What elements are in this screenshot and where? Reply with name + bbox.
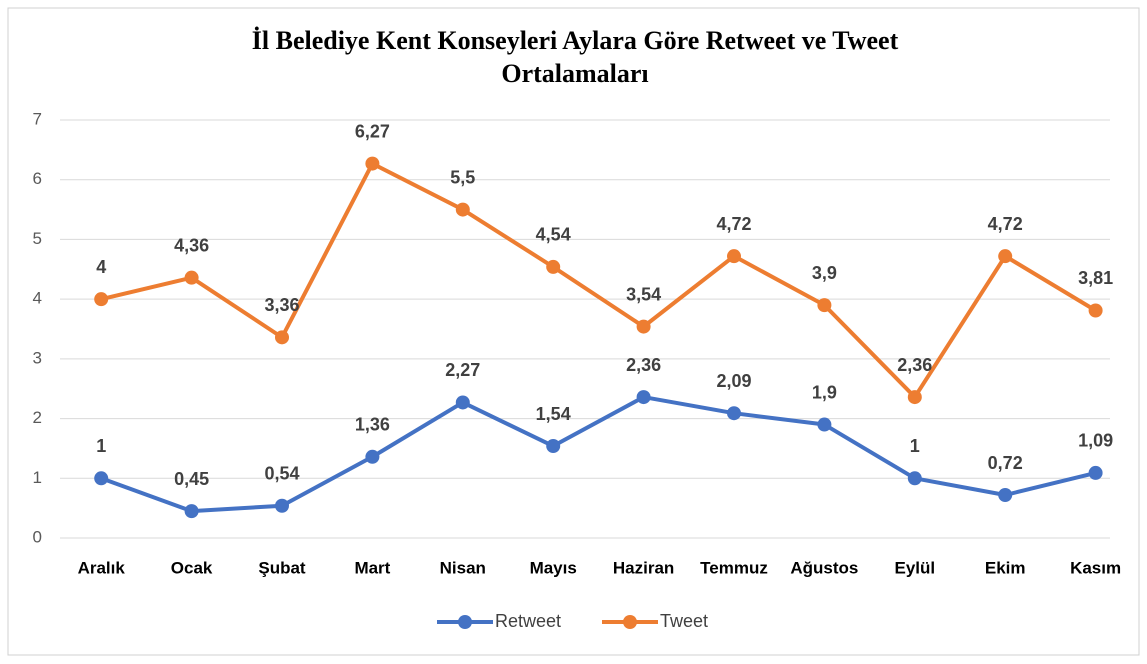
point	[275, 330, 289, 345]
legend-label: Retweet	[495, 611, 561, 631]
point	[636, 390, 651, 405]
data-label: 3,36	[264, 295, 299, 315]
data-label: 0,45	[174, 469, 209, 489]
data-label: 4,72	[988, 214, 1023, 234]
y-tick-label: 6	[33, 169, 42, 188]
point	[275, 498, 289, 513]
y-tick-label: 2	[33, 408, 42, 427]
data-label: 0,54	[264, 464, 299, 484]
x-tick-label: Kasım	[1070, 558, 1121, 577]
x-tick-label: Nisan	[440, 558, 486, 577]
y-tick-label: 3	[33, 348, 42, 367]
point	[907, 390, 922, 405]
data-label: 1,36	[355, 415, 390, 435]
x-tick-label: Ağustos	[790, 558, 858, 577]
point	[817, 417, 832, 432]
chart-border	[7, 7, 1140, 656]
point	[1088, 303, 1103, 318]
point	[365, 156, 380, 171]
point	[546, 259, 561, 274]
x-tick-label: Şubat	[258, 558, 306, 577]
y-tick-label: 1	[33, 468, 42, 487]
x-tick-label: Ocak	[171, 558, 213, 577]
data-label: 3,81	[1078, 268, 1113, 288]
point	[1088, 465, 1103, 480]
y-tick-label: 7	[33, 109, 42, 128]
data-label: 5,5	[450, 167, 475, 187]
series-line	[100, 395, 1097, 514]
x-tick-label: Mart	[354, 558, 390, 577]
legend-marker	[458, 615, 472, 629]
data-label: 2,36	[626, 355, 661, 375]
x-tick-label: Ekim	[985, 558, 1026, 577]
x-tick-label: Aralık	[78, 558, 126, 577]
data-label: 1,54	[536, 404, 571, 424]
data-label: 2,27	[445, 360, 480, 380]
legend-label: Tweet	[660, 611, 708, 631]
point	[365, 449, 380, 464]
data-label: 4,54	[536, 225, 571, 245]
point	[455, 395, 470, 410]
y-tick-label: 4	[33, 289, 42, 308]
x-tick-label: Eylül	[894, 558, 935, 577]
data-label: 2,36	[897, 355, 932, 375]
data-label: 6,27	[355, 121, 390, 141]
point	[817, 298, 832, 313]
data-label: 3,9	[812, 263, 837, 283]
data-label: 1,09	[1078, 431, 1113, 451]
y-tick-label: 0	[33, 527, 42, 546]
x-tick-label: Mayıs	[530, 558, 577, 577]
point	[94, 471, 109, 486]
x-tick-label: Temmuz	[700, 558, 768, 577]
point	[907, 471, 922, 486]
legend-marker	[623, 615, 637, 629]
point	[546, 439, 561, 454]
point	[455, 202, 470, 217]
point	[184, 504, 199, 519]
x-tick-label: Haziran	[613, 558, 674, 577]
series-line	[100, 161, 1097, 400]
data-label: 1	[910, 436, 920, 456]
data-label: 4,36	[174, 235, 209, 255]
data-label: 3,54	[626, 284, 661, 304]
point	[636, 319, 651, 334]
data-label: 0,72	[988, 453, 1023, 473]
point	[998, 488, 1013, 503]
data-label: 4	[96, 257, 106, 277]
point	[727, 249, 741, 264]
point	[184, 270, 199, 285]
point	[94, 292, 109, 307]
data-label: 1	[96, 436, 106, 456]
point	[998, 249, 1013, 264]
data-label: 4,72	[716, 214, 751, 234]
chart-title: İl Belediye Kent Konseyleri Aylara Göre …	[251, 26, 899, 88]
y-tick-label: 5	[33, 229, 42, 248]
point	[727, 406, 741, 421]
data-label: 1,9	[812, 382, 837, 402]
data-label: 2,09	[716, 371, 751, 391]
